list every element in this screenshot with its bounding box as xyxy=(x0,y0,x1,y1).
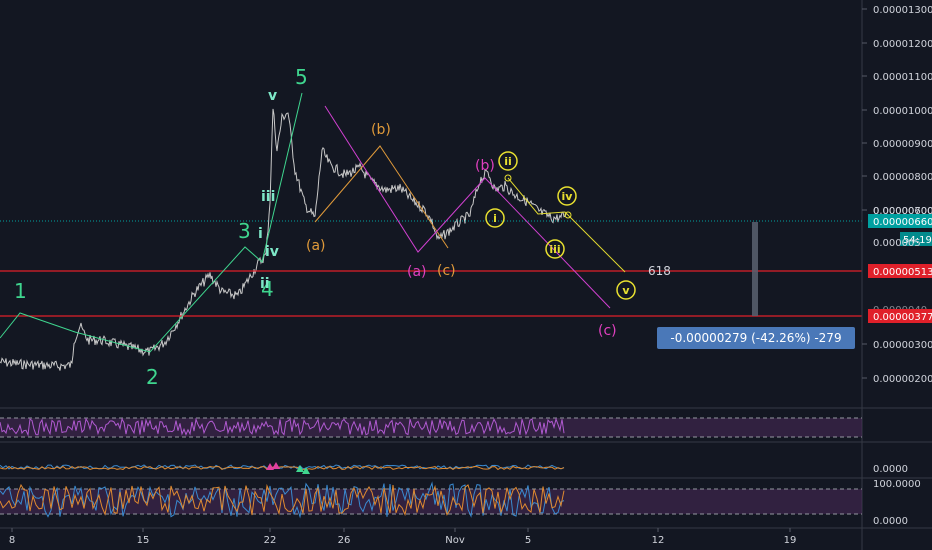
circled-label-i: i xyxy=(485,208,505,228)
corrective2-label-b: (b) xyxy=(475,158,495,174)
y-tick-label: 0.00000700 xyxy=(873,206,932,217)
macd-hist-marker xyxy=(296,465,304,472)
svg-text:iv: iv xyxy=(562,190,574,203)
fib-label: 618 xyxy=(648,264,671,278)
support2-price-tag: 0.00000377 xyxy=(868,309,932,323)
stoch-band xyxy=(0,489,862,514)
corrective2-label-a: (a) xyxy=(407,264,427,280)
wave-orange-path xyxy=(314,145,449,249)
wave-magenta-path xyxy=(324,105,611,309)
y-tick-label: 0.00001000 xyxy=(873,106,932,117)
macd-hist-marker xyxy=(302,467,310,474)
measure-label: -0.00000279 (-42.26%) -279 xyxy=(670,331,841,345)
wave-point xyxy=(504,174,512,182)
corrective-label-a: (a) xyxy=(306,238,326,254)
macd-hist-marker xyxy=(266,463,274,470)
x-tick-label: 15 xyxy=(137,535,150,546)
circled-label-v: v xyxy=(616,280,636,300)
countdown-tag: 54:19 xyxy=(900,232,932,246)
price-axis: 0.00001300 0.00001200 0.00001100 0.00001000… xyxy=(862,5,932,385)
osc2-axis-label: 0.0000 xyxy=(873,464,908,475)
x-tick-label: 26 xyxy=(338,535,351,546)
svg-text:0.00000660: 0.00000660 xyxy=(873,217,932,228)
wave-label-4: 4 xyxy=(261,277,274,301)
svg-text:iii: iii xyxy=(549,243,560,256)
circled-label-iii: iii xyxy=(545,239,565,259)
x-tick-label: 5 xyxy=(525,535,531,546)
svg-text:54:19: 54:19 xyxy=(903,235,932,246)
rsi-line xyxy=(0,417,565,437)
x-tick-label: 8 xyxy=(9,535,15,546)
time-axis: 8 15 22 26 Nov 5 12 19 xyxy=(9,528,797,546)
wave-drawings xyxy=(0,92,626,353)
minor-label-i: i xyxy=(258,226,263,242)
wave-label-5: 5 xyxy=(295,65,308,89)
current-price-tag: 0.00000660 xyxy=(868,214,932,228)
y-tick-label: 0.00000200 xyxy=(873,374,932,385)
svg-text:0.00000513: 0.00000513 xyxy=(873,267,932,278)
osc3-bottom-label: 0.0000 xyxy=(873,516,908,527)
svg-text:i: i xyxy=(493,212,497,225)
wave-label-3: 3 xyxy=(238,219,251,243)
minor-label-ii: ii xyxy=(260,276,270,292)
price-series-line xyxy=(0,108,567,371)
stoch-k-line xyxy=(0,481,565,519)
wave-point xyxy=(564,211,572,219)
partial-tick-label: 0.000005 xyxy=(873,238,921,249)
support1-price-tag: 0.00000513 xyxy=(868,264,932,278)
y-tick-label: 0.00001300 xyxy=(873,5,932,16)
y-tick-label: 0.00001200 xyxy=(873,39,932,50)
measure-box xyxy=(657,327,855,349)
svg-text:0.00000377: 0.00000377 xyxy=(873,312,932,323)
x-tick-label: 12 xyxy=(652,535,665,546)
wave-label-2: 2 xyxy=(146,365,159,389)
minor-label-iii: iii xyxy=(261,189,275,205)
y-tick-label: 0.00000800 xyxy=(873,172,932,183)
x-tick-label: 19 xyxy=(784,535,797,546)
wave-yellow-path xyxy=(507,177,626,273)
macd-signal-line xyxy=(0,465,565,471)
y-tick-label: 0.00000300 xyxy=(873,340,932,351)
wave-label-1: 1 xyxy=(14,279,27,303)
corrective2-label-c: (c) xyxy=(598,323,617,339)
wave-labels: 1 2 3 4 5 i ii iii iv v (a) (b) (c) (a) … xyxy=(14,65,617,389)
minor-label-iv: iv xyxy=(265,244,279,260)
measure-bar[interactable] xyxy=(752,222,758,316)
x-tick-label: Nov xyxy=(445,535,465,546)
macd-histogram xyxy=(266,462,310,474)
corrective-label-b: (b) xyxy=(371,122,391,138)
y-tick-label: 0.00000600 xyxy=(873,206,932,217)
circled-label-ii: ii xyxy=(498,151,518,171)
stoch-d-line xyxy=(0,483,565,517)
x-tick-label: 22 xyxy=(264,535,277,546)
y-tick-label: 0.00000900 xyxy=(873,139,932,150)
minor-label-v: v xyxy=(268,88,277,104)
y-tick-label: 0.00001100 xyxy=(873,72,932,83)
circled-label-iv: iv xyxy=(557,186,577,206)
macd-hist-marker xyxy=(272,462,280,469)
svg-text:v: v xyxy=(622,284,630,297)
osc3-top-label: 100.0000 xyxy=(873,479,921,490)
corrective-label-c: (c) xyxy=(437,263,456,279)
wave-green-path xyxy=(0,92,303,353)
svg-text:ii: ii xyxy=(504,155,512,168)
